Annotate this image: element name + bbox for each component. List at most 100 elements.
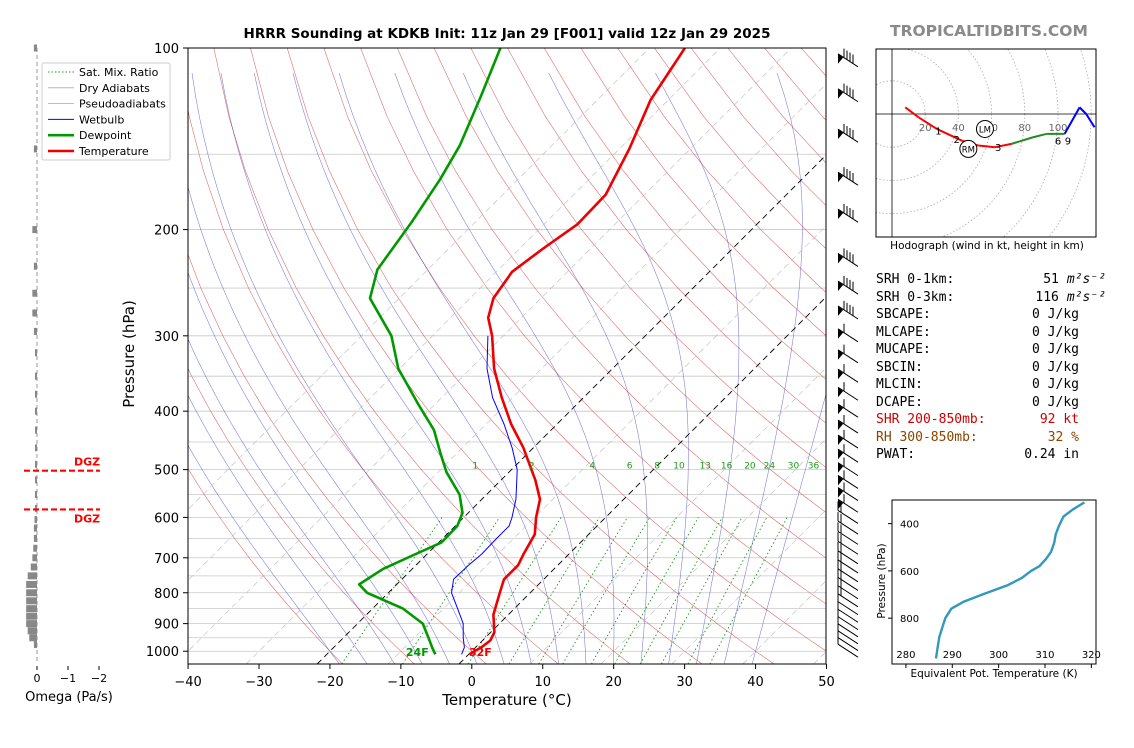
wind-barb-staff (837, 448, 859, 463)
hodograph-trace-segment (904, 106, 920, 119)
moist-adiabat-line (548, 72, 689, 664)
mixing-ratio-line (639, 517, 723, 664)
omega-bar (27, 572, 37, 580)
stat-unit: m²s⁻² (1066, 272, 1106, 287)
omega-bar (32, 226, 37, 234)
mixing-ratio-line (687, 517, 768, 664)
mixing-ratio-label: 24 (764, 462, 776, 472)
wind-barb-staff (837, 349, 859, 364)
stat-row: SBCAPE: 0 J/kg (876, 307, 1106, 325)
wind-barb-flag (838, 449, 843, 460)
stat-label: PWAT: (876, 447, 916, 462)
mixing-ratio-line (508, 517, 600, 664)
hodograph-trace-segment (1063, 106, 1081, 135)
hodograph-motion-label: LM (979, 125, 991, 135)
wind-barb (837, 382, 859, 401)
mixing-ratio-line (341, 517, 443, 664)
dry-adiabat-line (543, 48, 826, 380)
skewt-plot-area: 1 2 4 6 8 10 13 16 20 24 30 36 (188, 48, 826, 664)
wind-barb-staff (837, 630, 859, 645)
wind-barb-staff (837, 305, 859, 320)
hodograph-trace-segment (1032, 132, 1047, 139)
x-tick-label: 0 (468, 675, 476, 690)
y-tick-label: 100 (154, 42, 179, 57)
legend-entry: Wetbulb (79, 113, 124, 126)
wind-barb-staff (837, 593, 859, 608)
y-tick-label: 800 (154, 587, 179, 602)
mixing-ratio-label: 20 (744, 462, 756, 472)
thetae-xlabel: Equivalent Pot. Temperature (K) (910, 668, 1078, 680)
omega-bar (35, 407, 37, 415)
legend-entry: Pseudoadiabats (79, 98, 166, 111)
mixing-ratio-label: 1 (473, 462, 479, 472)
wind-barb-staff (837, 530, 859, 545)
y-tick-label: 300 (154, 330, 179, 345)
stat-value: 32 % (1047, 429, 1079, 445)
moist-adiabat-line (338, 72, 587, 664)
wind-barb-flag (838, 387, 843, 398)
stat-row: PWAT: 0.24 in (876, 447, 1106, 465)
isotherm-line (246, 83, 826, 664)
omega-bar (35, 372, 37, 380)
wind-barb (837, 584, 859, 608)
thetae-y-tick-label: 400 (900, 520, 919, 531)
isotherm-line (188, 48, 650, 510)
isotherm-line (188, 48, 721, 581)
wind-barb-flag (838, 306, 843, 317)
omega-bar (35, 390, 37, 398)
wind-barb-staff (837, 520, 859, 535)
isotherm-line (600, 438, 826, 664)
wind-barb-staff (837, 608, 859, 623)
wind-barb (837, 470, 859, 489)
wind-barb-staff (837, 462, 859, 477)
omega-bar (26, 612, 37, 620)
x-tick-label: 50 (818, 675, 835, 690)
stat-label: DCAPE: (876, 394, 923, 410)
omega-bar (26, 620, 37, 628)
wind-barb-flag (838, 53, 843, 64)
hodograph-height-label: 6 (1055, 137, 1061, 148)
thetae-x-tick-label: 280 (896, 650, 915, 661)
stat-value: 0 J/kg (1032, 324, 1079, 340)
omega-bar (35, 476, 37, 484)
wind-barb-flag (838, 435, 843, 446)
wind-barb (837, 248, 859, 267)
isotherm-line (671, 509, 826, 664)
isotherm-dashed-line (316, 154, 826, 664)
hodograph-trace-segment (918, 116, 938, 130)
wind-barb-staff (837, 540, 859, 555)
omega-bar (26, 580, 37, 588)
omega-bar (26, 597, 37, 605)
stat-unit: m²s⁻² (1066, 289, 1106, 305)
stat-value: 0 J/kg (1032, 342, 1079, 357)
stat-value: 92 kt (1039, 412, 1079, 427)
chart-title: HRRR Sounding at KDKB Init: 11z Jan 29 [… (243, 26, 771, 42)
mixing-ratio-label: 30 (788, 462, 800, 472)
dry-adiabat-line (188, 107, 559, 664)
omega-bar (33, 44, 37, 52)
hodograph-trace-segment (978, 144, 996, 149)
skewt-xlabel: Temperature (°C) (442, 691, 572, 709)
skewt-frame (187, 47, 827, 665)
mixing-ratio-label: 4 (589, 462, 595, 472)
wind-barb (837, 522, 859, 545)
y-tick-label: 700 (154, 552, 179, 567)
hodograph-trace-segment (1078, 106, 1087, 115)
omega-bar (33, 262, 37, 270)
stat-label: SHR 200-850mb: (876, 412, 986, 427)
omega-bar (33, 641, 37, 649)
stat-label: RH 300-850mb: (876, 429, 978, 445)
omega-bar (30, 563, 37, 571)
thetae-ylabel: Pressure (hPa) (876, 543, 888, 619)
x-tick-label: 10 (534, 675, 551, 690)
wind-barb-staff (837, 601, 859, 616)
mixing-ratio-label: 13 (700, 462, 711, 472)
wind-barb-staff (837, 328, 859, 343)
legend-entry: Dewpoint (79, 129, 132, 142)
dry-adiabat-line (188, 468, 343, 664)
mixing-ratio-label: 2 (529, 462, 535, 472)
legend-entry: Temperature (78, 145, 149, 158)
moist-adiabat-line (655, 72, 740, 664)
skewt-ylabel: Pressure (hPa) (120, 300, 138, 408)
omega-bar (27, 627, 37, 635)
